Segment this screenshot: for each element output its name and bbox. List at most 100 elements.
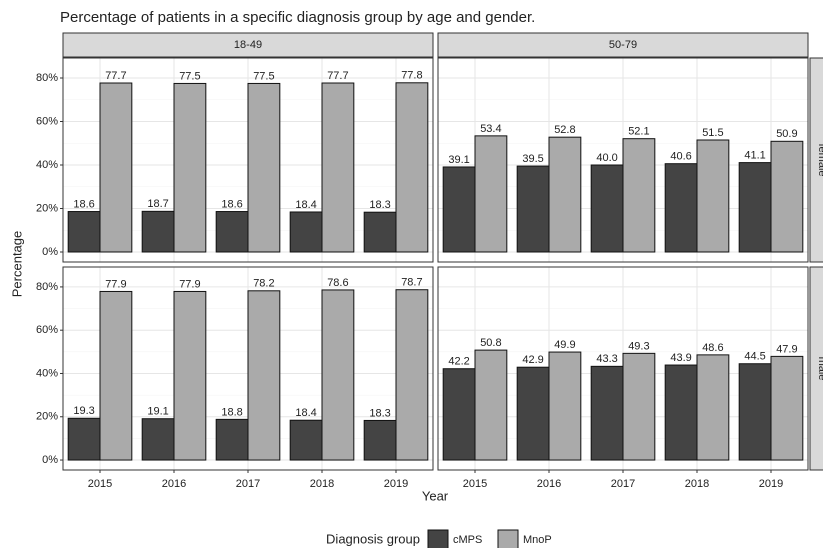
data-label: 49.3 <box>628 340 649 352</box>
y-tick-label: 0% <box>42 454 58 466</box>
bar <box>442 368 476 461</box>
bar <box>289 211 323 253</box>
bar <box>442 166 476 253</box>
bar <box>247 290 281 461</box>
data-label: 52.1 <box>628 126 649 138</box>
x-tick-label: 2016 <box>162 478 186 490</box>
bar <box>173 82 207 253</box>
data-label: 50.9 <box>776 128 797 140</box>
data-label: 78.7 <box>401 277 422 289</box>
panel-border <box>62 57 434 263</box>
data-label: 18.7 <box>147 198 168 210</box>
bar <box>289 419 323 461</box>
bar <box>548 136 582 253</box>
data-label: 49.9 <box>554 339 575 351</box>
bar <box>590 365 624 461</box>
row-strip-label: female <box>816 143 823 176</box>
legend-label: cMPS <box>453 534 482 546</box>
bar <box>99 82 133 253</box>
data-label: 18.3 <box>369 199 390 211</box>
column-strip-label: 50-79 <box>609 39 637 51</box>
column-strip-label: 18-49 <box>234 39 262 51</box>
bar <box>247 82 281 253</box>
row-strip <box>809 266 823 471</box>
bar <box>548 351 582 461</box>
x-tick-label: 2019 <box>384 478 408 490</box>
bar <box>395 82 429 253</box>
data-label: 18.6 <box>73 198 94 210</box>
y-tick-label: 60% <box>36 115 58 127</box>
data-label: 18.3 <box>369 407 390 419</box>
data-label: 19.1 <box>147 406 168 418</box>
data-label: 18.4 <box>295 199 316 211</box>
y-axis-label: Percentage <box>9 231 24 298</box>
data-label: 47.9 <box>776 343 797 355</box>
bar <box>67 211 101 253</box>
bar <box>770 355 804 461</box>
bar <box>622 138 656 253</box>
data-label: 41.1 <box>744 150 765 162</box>
y-tick-label: 20% <box>36 411 58 423</box>
data-label: 44.5 <box>744 351 765 363</box>
y-tick-label: 20% <box>36 202 58 214</box>
chart-title: Percentage of patients in a specific dia… <box>60 9 535 26</box>
y-tick-label: 0% <box>42 246 58 258</box>
y-tick-label: 40% <box>36 159 58 171</box>
legend-swatch <box>427 529 449 548</box>
data-label: 42.2 <box>448 356 469 368</box>
y-tick-label: 60% <box>36 324 58 336</box>
bar <box>173 290 207 461</box>
bar <box>99 290 133 461</box>
x-tick-label: 2018 <box>310 478 334 490</box>
data-label: 50.8 <box>480 337 501 349</box>
x-tick-label: 2015 <box>463 478 487 490</box>
data-label: 77.7 <box>327 70 348 82</box>
bar <box>738 162 772 253</box>
bar <box>141 210 175 253</box>
bar <box>363 211 397 253</box>
bar <box>664 364 698 461</box>
bar <box>590 164 624 253</box>
bar <box>622 352 656 461</box>
data-label: 39.5 <box>522 153 543 165</box>
x-tick-label: 2019 <box>759 478 783 490</box>
bar <box>321 289 355 461</box>
data-label: 78.6 <box>327 277 348 289</box>
x-tick-label: 2015 <box>88 478 112 490</box>
bar <box>770 140 804 253</box>
legend-label: MnoP <box>523 534 552 546</box>
bar <box>215 418 249 461</box>
bar <box>363 419 397 461</box>
bar <box>321 82 355 253</box>
data-label: 48.6 <box>702 342 723 354</box>
data-label: 77.5 <box>179 70 200 82</box>
data-label: 77.5 <box>253 70 274 82</box>
x-axis-label: Year <box>422 488 449 503</box>
data-label: 77.9 <box>179 278 200 290</box>
data-label: 19.3 <box>73 405 94 417</box>
data-label: 18.6 <box>221 198 242 210</box>
data-label: 52.8 <box>554 124 575 136</box>
data-label: 43.9 <box>670 352 691 364</box>
x-tick-label: 2017 <box>236 478 260 490</box>
y-tick-label: 40% <box>36 367 58 379</box>
bar <box>696 139 730 253</box>
bar <box>738 363 772 461</box>
bar <box>395 289 429 461</box>
data-label: 78.2 <box>253 278 274 290</box>
data-label: 18.8 <box>221 406 242 418</box>
data-label: 77.9 <box>105 278 126 290</box>
bar <box>215 211 249 253</box>
data-label: 39.1 <box>448 154 469 166</box>
row-strip <box>809 57 823 263</box>
data-label: 51.5 <box>702 127 723 139</box>
x-tick-label: 2017 <box>611 478 635 490</box>
row-strip-label: male <box>816 357 823 381</box>
bar <box>141 418 175 461</box>
y-tick-label: 80% <box>36 281 58 293</box>
bar <box>664 163 698 253</box>
panel-border <box>437 57 809 263</box>
data-label: 42.9 <box>522 354 543 366</box>
bar <box>696 354 730 461</box>
